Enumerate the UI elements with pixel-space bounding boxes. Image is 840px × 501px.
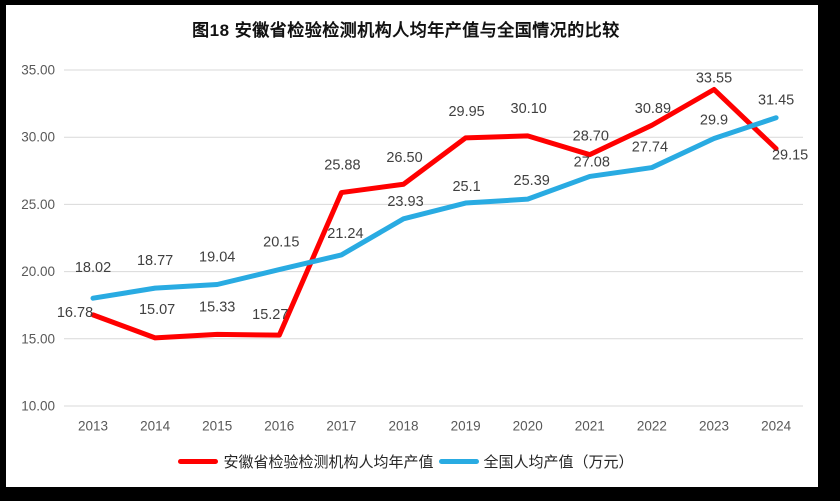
x-axis-tick-label: 2020 <box>513 419 543 434</box>
x-axis-tick-label: 2016 <box>264 419 294 434</box>
x-axis-tick-label: 2014 <box>140 419 171 434</box>
data-label-national: 18.02 <box>75 260 111 276</box>
x-axis-tick-label: 2015 <box>202 419 232 434</box>
data-label-national: 23.93 <box>387 194 423 210</box>
legend-label-anhui: 安徽省检验检测机构人均年产值 <box>223 454 434 471</box>
data-label-anhui: 30.89 <box>635 101 671 117</box>
data-label-national: 25.1 <box>452 179 480 195</box>
series-line-anhui <box>90 86 779 341</box>
data-label-national: 27.08 <box>574 154 610 170</box>
y-axis-tick-label: 20.00 <box>21 264 55 279</box>
chart-title: 图18 安徽省检验检测机构人均年产值与全国情况的比较 <box>192 21 620 40</box>
data-label-anhui: 15.27 <box>252 307 288 323</box>
legend-swatch-anhui <box>178 459 219 464</box>
data-label-national: 29.9 <box>700 113 728 129</box>
x-axis-tick-label: 2024 <box>761 419 792 434</box>
data-label-national: 27.74 <box>632 140 668 156</box>
data-label-anhui: 25.88 <box>324 158 360 174</box>
y-axis-tick-label: 10.00 <box>21 399 55 414</box>
data-label-anhui: 15.33 <box>199 299 235 315</box>
x-axis-tick-label: 2017 <box>326 419 356 434</box>
data-label-national: 18.77 <box>137 253 173 269</box>
data-label-anhui: 30.10 <box>511 101 547 117</box>
chart-panel <box>6 5 818 487</box>
x-axis-tick-label: 2023 <box>699 419 729 434</box>
data-label-anhui: 26.50 <box>386 150 422 166</box>
data-label-national: 31.45 <box>758 93 794 109</box>
series-line-national <box>90 115 779 301</box>
legend: 安徽省检验检测机构人均年产值 全国人均产值（万元） <box>6 451 806 472</box>
y-axis-tick-label: 15.00 <box>21 331 55 346</box>
data-label-anhui: 16.78 <box>57 305 93 321</box>
data-label-anhui: 33.55 <box>696 70 732 86</box>
x-axis-tick-label: 2021 <box>575 419 605 434</box>
y-axis-tick-label: 25.00 <box>21 197 55 212</box>
data-label-national: 20.15 <box>263 235 299 251</box>
x-axis-tick-label: 2019 <box>451 419 481 434</box>
data-label-anhui: 15.07 <box>139 302 175 318</box>
data-label-anhui: 29.15 <box>772 148 808 164</box>
data-label-national: 21.24 <box>327 226 363 242</box>
x-axis-tick-label: 2022 <box>637 419 667 434</box>
legend-swatch-national <box>438 459 479 464</box>
data-label-national: 19.04 <box>199 250 235 266</box>
x-axis-tick-label: 2013 <box>78 419 108 434</box>
legend-label-national: 全国人均产值（万元） <box>483 454 634 471</box>
y-axis-tick-label: 30.00 <box>21 130 55 145</box>
x-axis-tick-label: 2018 <box>388 419 418 434</box>
data-label-anhui: 28.70 <box>573 129 609 145</box>
y-axis-tick-label: 35.00 <box>21 63 55 78</box>
data-label-anhui: 29.95 <box>448 104 484 120</box>
data-label-national: 25.39 <box>514 173 550 189</box>
